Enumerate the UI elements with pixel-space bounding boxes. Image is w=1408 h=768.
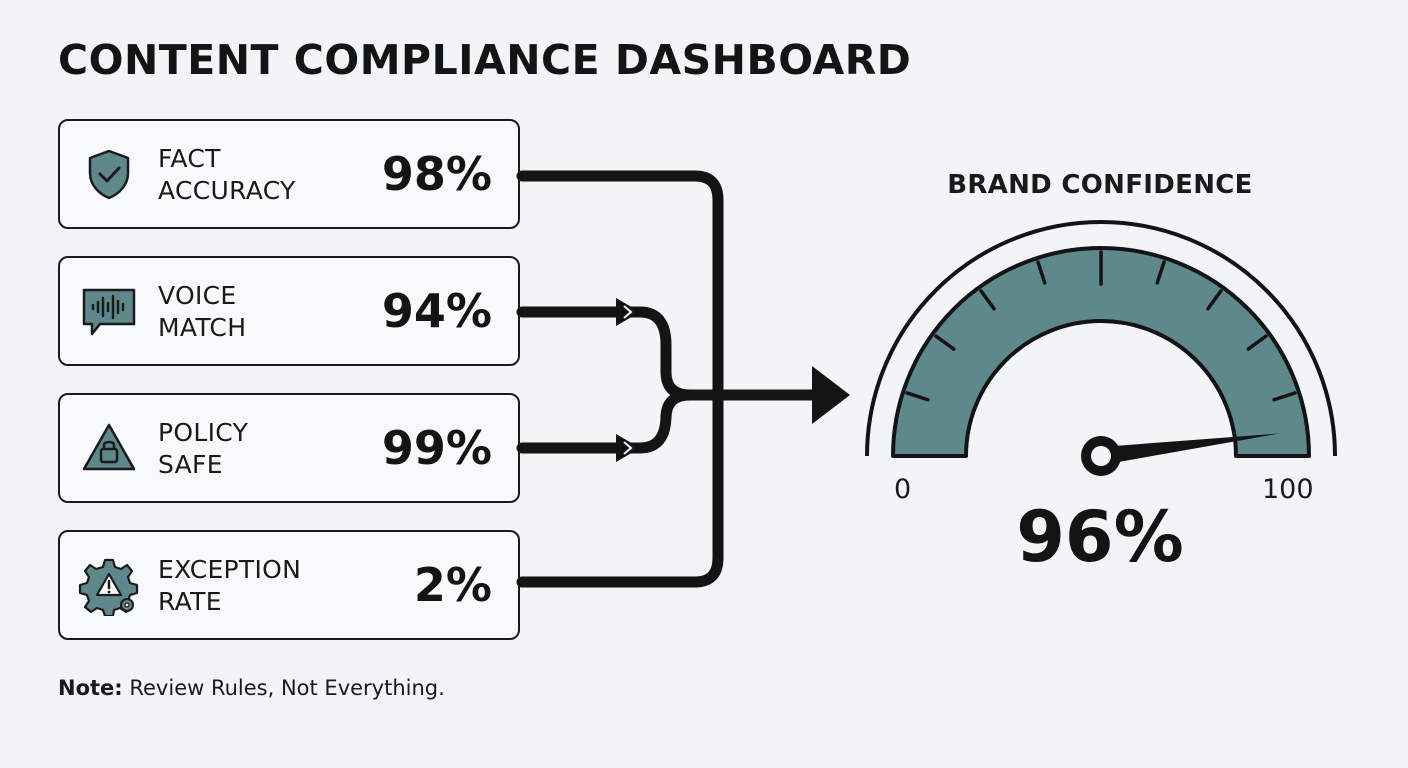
- gauge-min-label: 0: [894, 474, 912, 505]
- metric-card-exception-rate: EXCEPTION RATE 2%: [58, 530, 520, 640]
- metric-card-policy-safe: POLICY SAFE 99%: [58, 393, 520, 503]
- metric-value: 2%: [413, 558, 492, 612]
- gauge-max-label: 100: [1262, 474, 1314, 505]
- note-text: Review Rules, Not Everything.: [122, 676, 445, 700]
- gauge-tick: [1272, 391, 1297, 402]
- gauge-needle-hub-center: [1091, 446, 1111, 466]
- gauge-tick: [934, 334, 956, 351]
- warning-lock-icon: [78, 417, 140, 479]
- metric-card-voice-match: VOICE MATCH 94%: [58, 256, 520, 366]
- metric-label: EXCEPTION RATE: [158, 554, 358, 618]
- metric-value: 94%: [381, 284, 492, 338]
- metric-label-line2: MATCH: [158, 313, 247, 342]
- gauge-ticks: [895, 250, 1307, 458]
- metric-card-fact-accuracy: FACT ACCURACY 98%: [58, 119, 520, 229]
- gear-warning-icon: [78, 554, 140, 616]
- metric-label-line1: FACT: [158, 144, 221, 173]
- metric-label-line1: VOICE: [158, 281, 237, 310]
- metric-label-line1: POLICY: [158, 418, 249, 447]
- page-title: CONTENT COMPLIANCE DASHBOARD: [58, 36, 912, 84]
- gauge-value: 96%: [1016, 496, 1184, 578]
- gauge-title: BRAND CONFIDENCE: [947, 170, 1253, 200]
- gauge-tick: [905, 391, 930, 402]
- gauge-tick: [979, 289, 996, 311]
- shield-check-icon: [78, 143, 140, 205]
- metric-label-line2: ACCURACY: [158, 176, 296, 205]
- gauge-tick: [1036, 260, 1047, 285]
- gauge-band: [891, 246, 1311, 458]
- metric-label-line2: RATE: [158, 587, 222, 616]
- gauge-tick: [1246, 334, 1268, 351]
- voice-waveform-icon: [78, 280, 140, 342]
- metric-label: VOICE MATCH: [158, 280, 358, 344]
- metric-value: 98%: [381, 147, 492, 201]
- gauge-needle: [1081, 433, 1280, 476]
- gauge-tick: [1206, 289, 1223, 311]
- metric-value: 99%: [381, 421, 492, 475]
- metric-label-line1: EXCEPTION: [158, 555, 302, 584]
- note-prefix: Note:: [58, 676, 123, 700]
- gauge-needle-pointer: [1099, 433, 1280, 465]
- metric-label-line2: SAFE: [158, 450, 223, 479]
- gauge-outer-arc: [865, 220, 1337, 457]
- footer-note: Note: Review Rules, Not Everything.: [58, 676, 445, 700]
- metric-label: POLICY SAFE: [158, 417, 358, 481]
- metric-label: FACT ACCURACY: [158, 143, 358, 207]
- gauge-tick: [1155, 260, 1166, 285]
